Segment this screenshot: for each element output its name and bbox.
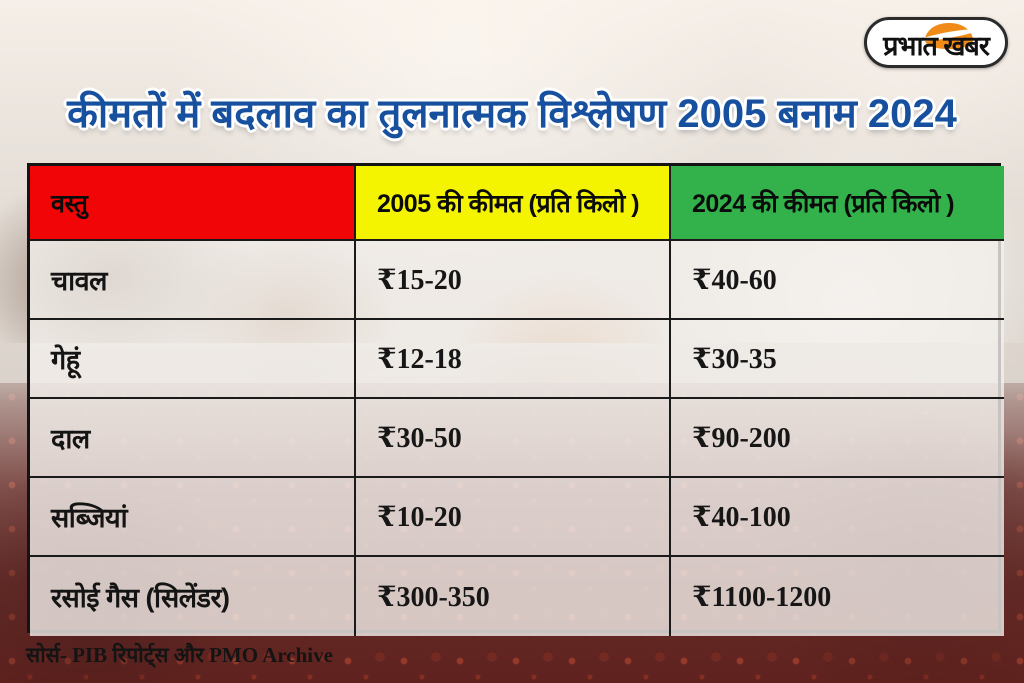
row-vegetables-item: सब्जियां [30,478,356,557]
logo-text: प्रभात खबर [883,31,990,62]
row-vegetables-price-2024: ₹40-100 [671,478,1004,557]
column-header-item: वस्तु [30,166,356,241]
row-lpg-price-2005: ₹300-350 [356,557,671,636]
page-title: कीमतों में बदलाव का तुलनात्मक विश्लेषण 2… [67,92,957,136]
row-rice-price-2024: ₹40-60 [671,241,1004,320]
row-dal-price-2024: ₹90-200 [671,399,1004,478]
row-wheat-price-2005: ₹12-18 [356,320,671,399]
prabhat-khabar-logo: प्रभात खबर [864,17,1008,68]
row-rice-item: चावल [30,241,356,320]
row-wheat-price-2024: ₹30-35 [671,320,1004,399]
source-attribution: सोर्स- PIB रिपोर्ट्स और PMO Archive [26,643,333,667]
row-vegetables-price-2005: ₹10-20 [356,478,671,557]
column-header-2005: 2005 की कीमत (प्रति किलो ) [356,166,671,241]
row-lpg-item: रसोई गैस (सिलेंडर) [30,557,356,636]
row-lpg-price-2024: ₹1100-1200 [671,557,1004,636]
row-dal-item: दाल [30,399,356,478]
column-header-2024: 2024 की कीमत (प्रति किलो ) [671,166,1004,241]
price-comparison-table: वस्तु 2005 की कीमत (प्रति किलो ) 2024 की… [27,163,1004,636]
row-wheat-item: गेहूं [30,320,356,399]
row-dal-price-2005: ₹30-50 [356,399,671,478]
row-rice-price-2005: ₹15-20 [356,241,671,320]
rising-sun-icon [925,23,973,49]
